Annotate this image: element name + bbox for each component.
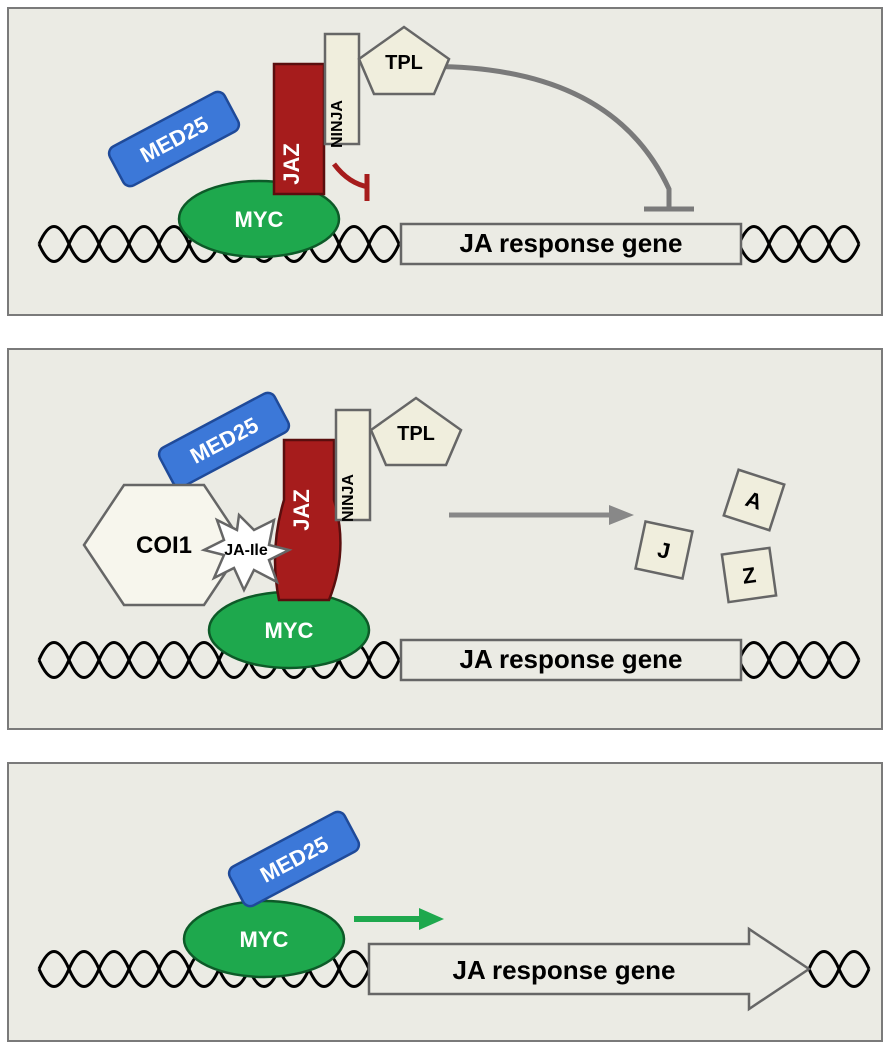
svg-text:JA response gene: JA response gene [452,955,675,985]
svg-text:JAZ: JAZ [279,143,304,185]
dna-helix-right-c [809,952,869,987]
panel-b-svg: J A Z MYC JAZ NINJA TPL MED25 COI1 JA-Il… [9,350,885,732]
chromatin-inhibition-line [409,67,669,209]
panel-c-svg: MYC MED25 JA response gene [9,764,885,1044]
svg-text:JA-Ile: JA-Ile [224,542,268,559]
dna-helix-right-b [739,643,859,678]
svg-text:COI1: COI1 [136,532,192,559]
svg-text:NINJA: NINJA [340,474,357,522]
svg-text:TPL: TPL [397,423,435,445]
panel-b: J A Z MYC JAZ NINJA TPL MED25 COI1 JA-Il… [7,348,883,730]
dna-helix-right [739,227,859,262]
green-arrow-head [419,908,444,930]
direct-inhibition-line [334,164,369,187]
panel-c: MYC MED25 JA response gene [7,762,883,1042]
svg-text:JA response gene: JA response gene [459,644,682,674]
svg-text:MYC: MYC [240,927,289,952]
svg-text:JAZ: JAZ [289,489,314,531]
svg-text:MYC: MYC [265,618,314,643]
panel-a: MYC JAZ NINJA TPL MED25 JA response gene [7,7,883,316]
svg-text:TPL: TPL [385,52,423,74]
svg-text:NINJA: NINJA [329,100,346,148]
svg-text:JA response gene: JA response gene [459,228,682,258]
panel-a-svg: MYC JAZ NINJA TPL MED25 JA response gene [9,9,885,318]
svg-text:MYC: MYC [235,207,284,232]
